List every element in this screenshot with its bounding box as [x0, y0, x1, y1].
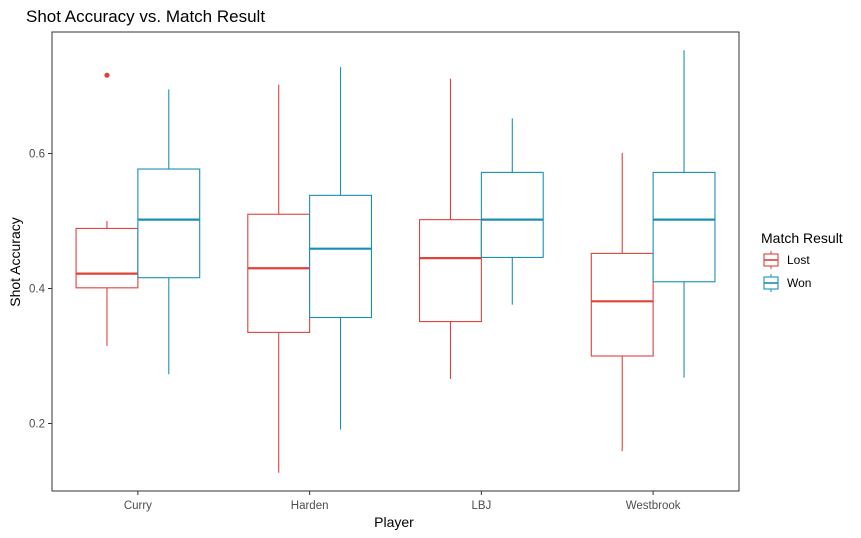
x-axis: Curry Harden LBJ Westbrook [124, 491, 681, 512]
box-lost-harden [247, 84, 311, 473]
box-iqr [652, 171, 716, 283]
box-lost-westbrook [590, 152, 654, 452]
outlier-point [104, 72, 110, 78]
legend-label: Lost [787, 253, 810, 267]
legend-item-won: Won [763, 274, 811, 292]
y-axis: 0.2 0.4 0.6 [29, 149, 52, 431]
legend-label: Won [787, 276, 811, 290]
x-tick-label: Westbrook [626, 500, 681, 512]
box-iqr [590, 252, 654, 357]
chart-title: Shot Accuracy vs. Match Result [26, 7, 265, 26]
box-won-lbj [480, 118, 544, 305]
x-tick-label: Curry [124, 500, 152, 512]
box-iqr [309, 194, 373, 319]
box-iqr [247, 213, 311, 333]
box-won-westbrook [652, 50, 716, 378]
box-iqr [137, 168, 201, 279]
legend: Match Result Lost Won [761, 230, 843, 292]
plot-marks [75, 50, 716, 473]
y-tick-label: 0.6 [29, 149, 45, 161]
box-iqr [480, 171, 544, 258]
x-axis-title: Player [374, 514, 414, 530]
box-lost-lbj [418, 78, 482, 379]
box-won-harden [309, 67, 373, 430]
x-tick-label: LBJ [471, 500, 491, 512]
legend-title: Match Result [761, 230, 843, 246]
y-axis-title: Shot Accuracy [7, 217, 23, 307]
x-tick-label: Harden [291, 500, 329, 512]
legend-item-lost: Lost [763, 251, 810, 269]
box-iqr [418, 219, 482, 323]
y-tick-label: 0.4 [29, 284, 46, 296]
box-iqr [75, 227, 139, 289]
y-tick-label: 0.2 [29, 419, 45, 431]
box-won-curry [137, 89, 201, 375]
plot-panel [51, 31, 740, 492]
box-lost-curry [75, 72, 139, 346]
